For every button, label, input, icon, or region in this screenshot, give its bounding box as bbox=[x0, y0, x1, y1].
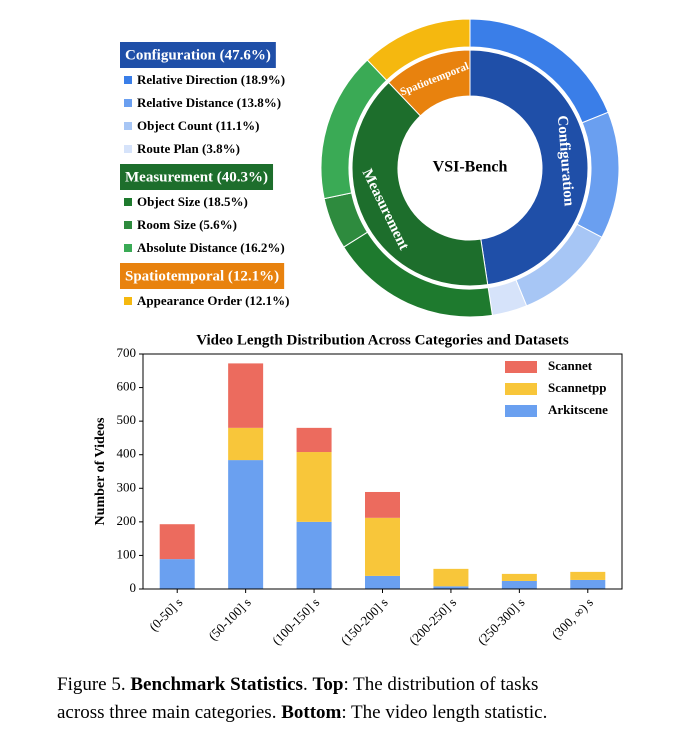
caption-text: Bottom bbox=[281, 702, 341, 723]
caption-text: : The video length statistic. bbox=[341, 702, 547, 723]
x-tick-label: (50-100] s bbox=[205, 595, 254, 644]
y-axis-label: Number of Videos bbox=[93, 417, 108, 525]
legend-group-box bbox=[120, 263, 285, 289]
legend-swatch bbox=[124, 244, 132, 252]
bar-segment bbox=[365, 491, 400, 518]
bar-segment bbox=[296, 521, 332, 589]
legend-swatch bbox=[124, 145, 132, 153]
legend-swatch bbox=[124, 99, 132, 107]
x-tick-label: (200-250] s bbox=[406, 595, 459, 648]
bar-segment bbox=[433, 568, 469, 587]
legend-swatch bbox=[124, 76, 132, 84]
ring-gap bbox=[349, 47, 591, 289]
bar-segment bbox=[570, 579, 606, 589]
legend-swatch bbox=[505, 405, 537, 417]
caption-text: Figure 5. bbox=[57, 674, 130, 695]
y-tick-label: 200 bbox=[117, 513, 137, 528]
inner-wedge bbox=[469, 49, 589, 286]
legend-item-label: Absolute Distance (16.2%) bbox=[137, 240, 285, 255]
x-tick-label: (100-150] s bbox=[269, 595, 322, 648]
legend-group-label: Measurement (40.3%) bbox=[125, 169, 268, 185]
legend-item-label: Room Size (5.6%) bbox=[137, 217, 237, 232]
bar-segment bbox=[296, 452, 332, 522]
caption-text: . bbox=[303, 674, 313, 695]
legend-item-label: Relative Distance (13.8%) bbox=[137, 95, 281, 110]
caption-text: across three main categories. bbox=[57, 702, 281, 723]
legend-item-label: Route Plan (3.8%) bbox=[137, 141, 240, 156]
legend-label: Scannetpp bbox=[548, 380, 607, 395]
legend-swatch bbox=[124, 122, 132, 130]
x-tick-label: (300, ∞) s bbox=[548, 595, 596, 643]
caption-text: Benchmark Statistics bbox=[130, 674, 303, 695]
y-tick-label: 300 bbox=[117, 479, 137, 494]
y-tick-label: 0 bbox=[130, 580, 137, 595]
y-tick-label: 700 bbox=[117, 345, 137, 360]
legend-swatch bbox=[505, 383, 537, 395]
inner-wedge bbox=[351, 81, 489, 287]
bar-segment bbox=[501, 580, 537, 589]
bar-segment bbox=[365, 575, 400, 589]
bar-segment bbox=[228, 460, 264, 589]
caption-line: across three main categories. Bottom: Th… bbox=[57, 702, 547, 723]
chart-title: Video Length Distribution Across Categor… bbox=[196, 332, 569, 348]
x-tick-label: (150-200] s bbox=[337, 595, 390, 648]
legend-item-label: Object Count (11.1%) bbox=[137, 118, 259, 133]
bar-segment bbox=[228, 427, 264, 461]
legend-swatch bbox=[505, 361, 537, 373]
caption-line: Figure 5. Benchmark Statistics. Top: The… bbox=[57, 674, 538, 695]
bar-segment bbox=[501, 573, 537, 581]
legend-label: Scannet bbox=[548, 358, 593, 373]
bar-segment bbox=[365, 517, 400, 576]
legend-item-label: Object Size (18.5%) bbox=[137, 194, 248, 209]
y-tick-label: 600 bbox=[117, 379, 137, 394]
bar-segment bbox=[159, 524, 195, 560]
y-tick-label: 500 bbox=[117, 412, 137, 427]
y-tick-label: 100 bbox=[117, 546, 137, 561]
legend-group-label: Spatiotemporal (12.1%) bbox=[125, 268, 279, 284]
legend-swatch bbox=[124, 297, 132, 305]
bar-segment bbox=[296, 427, 332, 453]
bar-segment bbox=[228, 363, 264, 428]
legend-swatch bbox=[124, 221, 132, 229]
caption-text: : The distribution of tasks bbox=[343, 674, 538, 695]
x-tick-label: (250-300] s bbox=[474, 595, 527, 648]
legend-item-label: Appearance Order (12.1%) bbox=[137, 293, 289, 308]
y-tick-label: 400 bbox=[117, 446, 137, 461]
caption-text: Top bbox=[312, 674, 343, 695]
center-label: VSI-Bench bbox=[433, 159, 508, 176]
ring-label: Configuration bbox=[554, 115, 577, 207]
x-tick-label: (0-50] s bbox=[146, 595, 185, 634]
legend-group-box bbox=[120, 42, 276, 68]
legend-swatch bbox=[124, 198, 132, 206]
plot-frame bbox=[142, 353, 623, 590]
bar-segment bbox=[570, 571, 606, 580]
bar-segment bbox=[433, 586, 469, 589]
legend-label: Arkitscene bbox=[548, 402, 608, 417]
legend-item-label: Relative Direction (18.9%) bbox=[137, 72, 285, 87]
legend-group-box bbox=[120, 164, 274, 190]
bar-segment bbox=[159, 559, 195, 589]
legend-group-label: Configuration (47.6%) bbox=[125, 47, 271, 63]
